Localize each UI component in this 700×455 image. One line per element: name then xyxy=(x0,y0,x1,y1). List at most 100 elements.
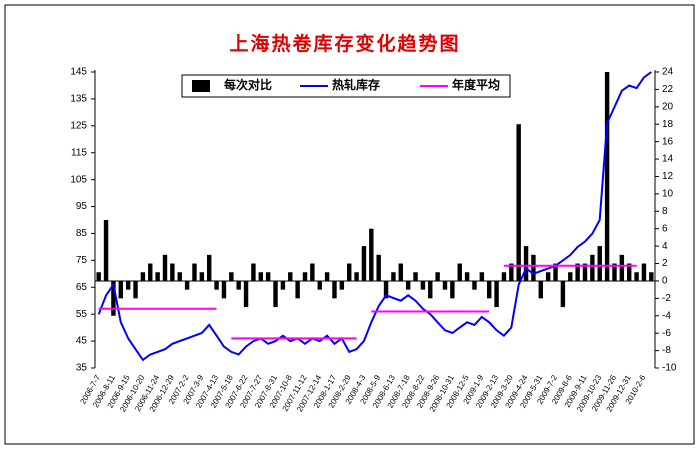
bar xyxy=(627,263,632,281)
bar xyxy=(317,280,322,290)
bar xyxy=(155,272,160,281)
bar xyxy=(590,254,595,281)
y-tick-label: 95 xyxy=(76,201,88,212)
y-tick-label: 45 xyxy=(76,336,88,347)
y-tick-label: 75 xyxy=(76,255,88,266)
bar xyxy=(192,263,197,281)
bar xyxy=(531,254,536,281)
y2-tick-label: 10 xyxy=(662,189,674,200)
y-tick-label: 35 xyxy=(76,363,88,374)
bar xyxy=(265,272,271,281)
bar xyxy=(214,280,219,290)
bar xyxy=(302,272,308,281)
legend-label: 年度平均 xyxy=(452,77,500,92)
y2-tick-label: 4 xyxy=(662,241,668,252)
y2-tick-label: 0 xyxy=(662,276,668,287)
y-tick-label: 125 xyxy=(70,120,87,131)
bar xyxy=(221,280,227,299)
bar xyxy=(310,263,315,281)
y2-tick-label: 12 xyxy=(662,171,674,182)
y2-tick-label: 2 xyxy=(662,258,668,269)
bar xyxy=(582,263,588,281)
bar xyxy=(472,280,477,290)
y2-tick-label: -4 xyxy=(662,310,671,321)
y2-tick-label: 20 xyxy=(662,101,674,112)
bar xyxy=(479,272,485,281)
bar xyxy=(148,263,153,281)
bar xyxy=(125,280,131,290)
bar xyxy=(133,280,138,299)
bar xyxy=(634,272,639,281)
bar xyxy=(118,280,123,299)
line xyxy=(98,264,637,340)
bar xyxy=(376,254,381,281)
bar xyxy=(177,272,182,281)
bar xyxy=(442,280,448,290)
y-tick-label: 55 xyxy=(76,309,88,320)
bar xyxy=(457,263,462,281)
bar xyxy=(575,263,580,281)
bar xyxy=(464,272,470,281)
legend-label: 每次对比 xyxy=(224,77,272,92)
legend-label: 热轧库存 xyxy=(332,77,380,92)
bar xyxy=(420,280,426,290)
bar xyxy=(568,272,573,281)
bar xyxy=(450,280,455,299)
bar xyxy=(243,280,249,308)
y2-tick-label: 22 xyxy=(662,84,674,95)
bar xyxy=(413,272,418,281)
bar xyxy=(332,280,337,299)
bar xyxy=(199,272,205,281)
line xyxy=(97,71,652,362)
bar xyxy=(560,280,566,308)
y-tick-label: 65 xyxy=(76,282,88,293)
bar xyxy=(354,272,359,281)
y-tick-label: 145 xyxy=(70,67,87,78)
y2-tick-label: -2 xyxy=(662,293,671,304)
bar xyxy=(553,263,558,281)
y2-tick-label: -6 xyxy=(662,328,671,339)
bar xyxy=(494,280,499,308)
bar xyxy=(405,280,411,290)
legend xyxy=(181,74,511,98)
y2-tick-label: 14 xyxy=(662,154,674,165)
bar xyxy=(383,280,389,299)
legend-swatch xyxy=(192,80,210,92)
y-tick-label: 105 xyxy=(70,174,87,185)
bar xyxy=(523,246,529,281)
bar xyxy=(324,272,330,281)
bar xyxy=(170,263,175,281)
bar xyxy=(398,263,403,281)
bar xyxy=(428,280,433,299)
y-tick-label: 85 xyxy=(76,228,88,239)
bar xyxy=(369,228,374,281)
bar xyxy=(435,272,440,281)
bar xyxy=(229,272,234,281)
bar xyxy=(649,272,654,281)
bar xyxy=(295,280,300,299)
y-tick-label: 115 xyxy=(71,147,87,158)
bar xyxy=(288,272,293,281)
y-tick-label: 135 xyxy=(70,94,87,105)
bar xyxy=(604,72,610,281)
bar xyxy=(140,272,146,281)
chart-title: 上海热卷库存变化趋势图 xyxy=(229,32,460,55)
y2-tick-label: -8 xyxy=(662,345,671,356)
bar xyxy=(207,254,212,281)
bar xyxy=(162,254,168,281)
bar xyxy=(487,280,492,299)
y2-tick-label: -10 xyxy=(662,363,677,374)
bar xyxy=(103,220,109,281)
bar xyxy=(96,272,101,281)
y2-tick-label: 18 xyxy=(662,119,674,130)
y2-tick-label: 6 xyxy=(662,223,668,234)
bar xyxy=(184,280,190,290)
bar xyxy=(347,263,352,281)
y2-tick-label: 8 xyxy=(662,206,668,217)
bar xyxy=(619,254,625,281)
bar xyxy=(509,263,514,281)
bar xyxy=(641,263,647,281)
bar xyxy=(545,272,551,281)
